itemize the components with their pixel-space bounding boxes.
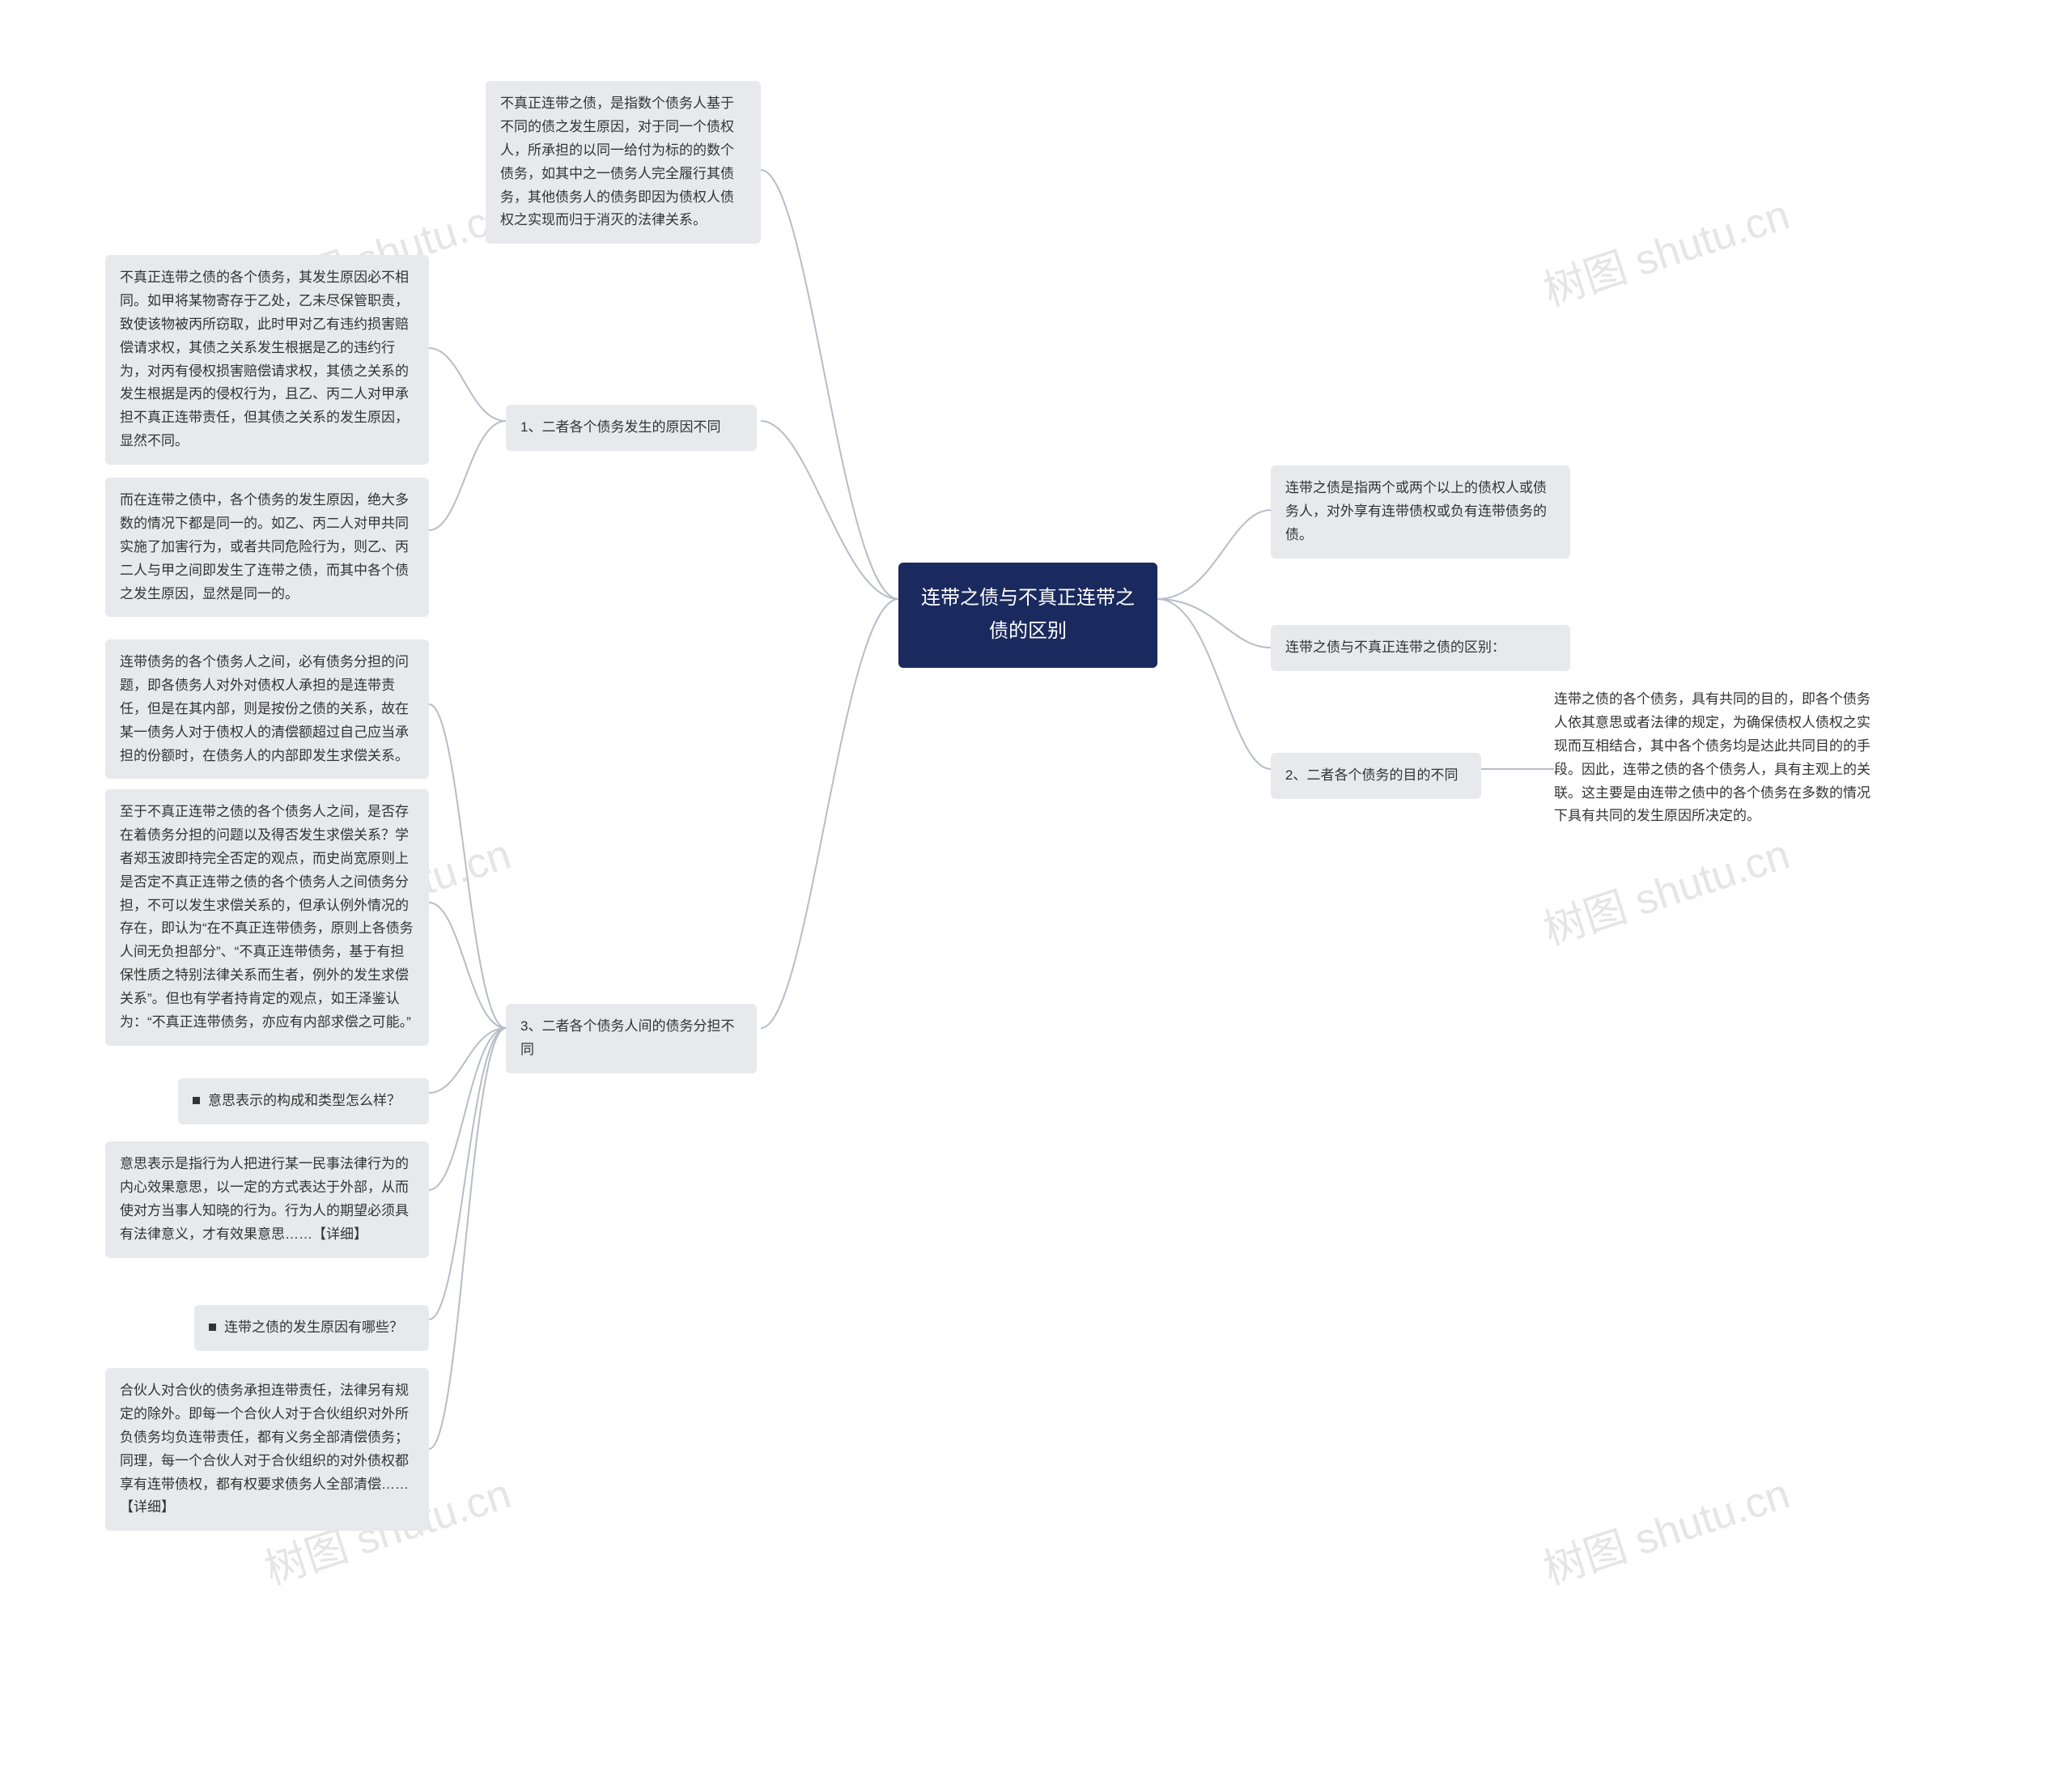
watermark: 树图 shutu.cn: [1535, 1460, 1796, 1596]
root-node[interactable]: 连带之债与不真正连带之债的区别: [898, 563, 1157, 668]
bullet-text: 意思表示的构成和类型怎么样？: [208, 1090, 401, 1113]
bullet-text: 连带之债的发生原因有哪些？: [224, 1316, 403, 1340]
watermark: 树图 shutu.cn: [1535, 181, 1796, 317]
branch-3-bullet-1[interactable]: 意思表示的构成和类型怎么样？: [178, 1078, 429, 1124]
branch-2-detail: 连带之债的各个债务，具有共同的目的，即各个债务人依其意思或者法律的规定，为确保债…: [1554, 688, 1878, 828]
branch-1-label[interactable]: 1、二者各个债务发生的原因不同: [506, 405, 757, 451]
left-top-def[interactable]: 不真正连带之债，是指数个债务人基于不同的债之发生原因，对于同一个债权人，所承担的…: [486, 81, 761, 244]
branch-3-bullet-2[interactable]: 连带之债的发生原因有哪些？: [194, 1305, 429, 1351]
mindmap-canvas: 树图 shutu.cn 树图 shutu.cn 树图 shutu.cn 树图 s…: [0, 0, 2072, 1789]
branch-3-p4[interactable]: 合伙人对合伙的债务承担连带责任，法律另有规定的除外。即每一个合伙人对于合伙组织对…: [105, 1368, 429, 1531]
branch-1-p1[interactable]: 不真正连带之债的各个债务，其发生原因必不相同。如甲将某物寄存于乙处，乙未尽保管职…: [105, 255, 429, 465]
right-def[interactable]: 连带之债是指两个或两个以上的债权人或债务人，对外享有连带债权或负有连带债务的债。: [1271, 465, 1570, 559]
bullet-icon: [209, 1324, 216, 1331]
branch-3-label[interactable]: 3、二者各个债务人间的债务分担不同: [506, 1004, 757, 1073]
watermark: 树图 shutu.cn: [1535, 820, 1796, 957]
right-diff-label[interactable]: 连带之债与不真正连带之债的区别：: [1271, 625, 1570, 671]
branch-3-p3[interactable]: 意思表示是指行为人把进行某一民事法律行为的内心效果意思，以一定的方式表达于外部，…: [105, 1141, 429, 1258]
branch-3-p1[interactable]: 连带债务的各个债务人之间，必有债务分担的问题，即各债务人对外对债权人承担的是连带…: [105, 640, 429, 779]
branch-2-label[interactable]: 2、二者各个债务的目的不同: [1271, 753, 1481, 799]
branch-3-p2[interactable]: 至于不真正连带之债的各个债务人之间，是否存在着债务分担的问题以及得否发生求偿关系…: [105, 789, 429, 1046]
branch-1-p2[interactable]: 而在连带之债中，各个债务的发生原因，绝大多数的情况下都是同一的。如乙、丙二人对甲…: [105, 478, 429, 617]
bullet-icon: [193, 1097, 200, 1104]
